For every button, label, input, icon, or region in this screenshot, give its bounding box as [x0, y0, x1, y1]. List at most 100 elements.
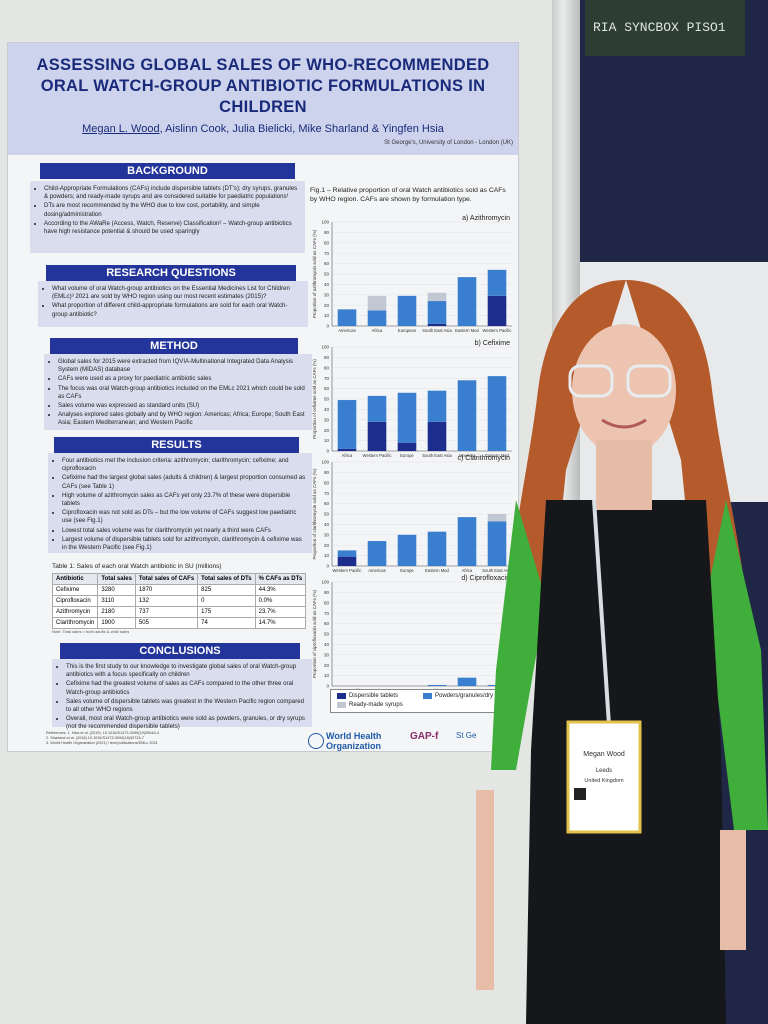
y-tick-label: 90	[324, 470, 330, 475]
y-tick-label: 50	[324, 397, 330, 402]
chart-svg: c) Clarithromycin 0 10 20 30 40 50 60 70 80 90 100 P…	[312, 455, 512, 573]
bar-powders	[367, 395, 387, 422]
face	[572, 324, 676, 456]
chart-title: a) Azithromycin	[462, 215, 510, 222]
y-tick-label: 20	[324, 428, 330, 433]
table-cell: 0	[197, 595, 256, 607]
list-item: DTs are most recommended by the WHO due …	[44, 202, 299, 218]
background-sign: RIA SYNCBOX PISO1	[585, 0, 745, 56]
y-tick-label: 80	[324, 600, 330, 605]
y-tick-label: 40	[324, 407, 330, 412]
bar-dispersible	[427, 323, 447, 326]
background-box: Child-Appropriate Formulations (CAFs) in…	[30, 181, 305, 253]
chart-legend: Dispersible tablets Powders/granules/dry…	[330, 689, 518, 713]
bar-ready	[367, 295, 387, 311]
y-tick-label: 0	[326, 684, 329, 689]
y-axis-label: Proportion of clarithromycin sold as CAF…	[312, 468, 317, 560]
background-heading: BACKGROUND	[40, 163, 295, 179]
y-tick-label: 40	[324, 282, 330, 287]
table-cell: 74	[197, 617, 256, 629]
chart-azithromycin: a) Azithromycin 0 10 20 30 40 50 60 70 80 90 100 Pro…	[308, 208, 516, 338]
list-item: What proportion of different child-appro…	[52, 302, 302, 318]
list-item: Sales volume of dispersible tablets was …	[66, 698, 306, 714]
list-item: Cefixime had the greatest volume of sale…	[66, 680, 306, 696]
y-axis-label: Proportion of azithromycin sold as CAFs …	[312, 229, 317, 318]
y-tick-label: 60	[324, 501, 330, 506]
presenter-person: Megan Wood Leeds United Kingdom	[476, 280, 768, 1024]
green-cardigan-right	[706, 500, 768, 830]
reference-1: References: 1. Hsia et al. (2019). 10.10…	[46, 731, 159, 735]
sales-table: Antibiotic Total sales Total sales of CAFs…	[51, 573, 307, 629]
y-axis-label: Proportion of cefixime sold as CAFs (%)	[312, 359, 317, 439]
bar-powders	[457, 677, 477, 686]
chart-title: c) Clarithromycin	[457, 455, 510, 462]
y-tick-label: 90	[324, 355, 330, 360]
table-row: Ciprofloxacin 3110 132 0 0.0%	[51, 595, 307, 607]
who-logo-line2: Organization	[326, 741, 382, 751]
poster-authors: Megan L. Wood, Aislinn Cook, Julia Bieli…	[18, 123, 508, 135]
conclusions-heading: CONCLUSIONS	[60, 643, 300, 659]
x-tick-label: Eastern Med	[455, 328, 479, 333]
reference-2: 2. Sharland et al. (2018) 10.1016/S1473-…	[46, 736, 144, 740]
table-cell: 825	[197, 584, 256, 596]
x-tick-label: South East Asia	[422, 328, 452, 333]
bar-dispersible	[487, 295, 507, 326]
table-cell: 505	[134, 617, 199, 629]
table-note: Note: Total sales = both adults & child …	[52, 629, 130, 634]
table-cell: 1870	[134, 584, 199, 596]
bar-dispersible	[337, 448, 357, 451]
reference-3: 3. World Health Organization (2021) / te…	[46, 741, 158, 745]
table-caption: Table 1: Sales of each oral Watch antibi…	[52, 563, 222, 570]
list-item: Cefixime had the largest global sales (a…	[62, 474, 306, 490]
legend-swatch-ready	[337, 702, 346, 708]
bar-powders	[427, 684, 447, 686]
badge-qr-icon	[574, 788, 586, 800]
other-authors: , Aislinn Cook, Julia Bielicki, Mike Sha…	[159, 123, 444, 135]
x-tick-label: Europe	[400, 453, 414, 458]
x-tick-label: Americas	[338, 328, 355, 333]
research-poster: ASSESSING GLOBAL SALES OF WHO-RECOMMENDE…	[7, 42, 519, 752]
glasses-left-lens	[568, 364, 614, 398]
list-item: High volume of azithromycin sales as CAF…	[62, 492, 306, 508]
y-tick-label: 70	[324, 491, 330, 496]
y-tick-label: 40	[324, 642, 330, 647]
y-axis-label: Proportion of ciprofloxacin sold as CAFs…	[312, 589, 317, 678]
right-arm	[720, 830, 746, 950]
table-cell: 175	[197, 606, 256, 618]
table-cell: Clarithromycin	[51, 617, 99, 629]
poster-title: ASSESSING GLOBAL SALES OF WHO-RECOMMENDE…	[36, 56, 490, 116]
smile	[601, 418, 647, 429]
y-tick-label: 30	[324, 652, 330, 657]
chart-cefixime: b) Cefixime 0 10 20 30 40 50 60 70 80 90 100 Proport…	[308, 333, 516, 463]
bar-powders	[457, 517, 477, 566]
y-tick-label: 10	[324, 553, 330, 558]
results-box: Four antibiotics met the inclusion crite…	[48, 453, 312, 553]
figure-caption: Fig.1 – Relative proportion of oral Watc…	[310, 187, 506, 203]
y-tick-label: 40	[324, 522, 330, 527]
legend-swatch-powders	[423, 693, 432, 699]
list-item: Overall, most oral Watch-group antibioti…	[66, 715, 306, 731]
legend-item-powders: Powders/granules/dry syrup	[423, 693, 509, 699]
results-heading: RESULTS	[54, 437, 299, 453]
list-item: Lowest total sales volume was for clarit…	[62, 527, 306, 535]
list-item: CAFs were used as a proxy for paediatric…	[58, 375, 306, 383]
y-tick-label: 90	[324, 230, 330, 235]
table-header-cell: Total sales of CAFs	[134, 573, 199, 585]
bar-powders	[487, 269, 507, 296]
background-list: Child-Appropriate Formulations (CAFs) in…	[36, 185, 299, 236]
y-tick-label: 30	[324, 292, 330, 297]
list-item: The focus was oral Watch-group antibioti…	[58, 385, 306, 401]
y-tick-label: 90	[324, 590, 330, 595]
x-tick-label: Europe	[400, 568, 414, 573]
glasses-right-lens	[626, 364, 672, 398]
badge-name: Megan Wood	[583, 751, 625, 758]
research-questions-box: What volume of oral Watch-group antibiot…	[38, 281, 308, 327]
table-row: Clarithromycin 1900 505 74 14.7%	[51, 617, 307, 629]
chart-svg: b) Cefixime 0 10 20 30 40 50 60 70 80 90 100 Proport…	[312, 340, 512, 458]
list-item: What volume of oral Watch-group antibiot…	[52, 285, 302, 301]
table-cell: 737	[134, 606, 199, 618]
y-tick-label: 20	[324, 663, 330, 668]
conclusions-list: This is the first study to our knowledge…	[58, 663, 306, 732]
list-item: Four antibiotics met the inclusion crite…	[62, 457, 306, 473]
table-cell: 14.7%	[254, 617, 307, 629]
